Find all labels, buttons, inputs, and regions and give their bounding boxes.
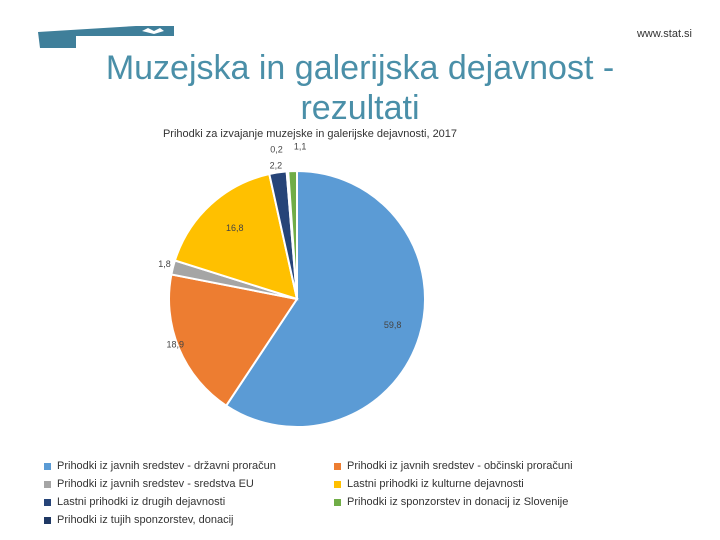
pie-data-label: 18,9 <box>166 339 184 349</box>
pie-data-label: 16,8 <box>226 223 244 233</box>
legend-label: Prihodki iz sponzorstev in donacij iz Sl… <box>347 496 569 508</box>
logo-band <box>38 26 174 48</box>
legend-item: Prihodki iz javnih sredstev - sredstva E… <box>44 478 254 490</box>
legend-label: Prihodki iz javnih sredstev - občinski p… <box>347 460 573 472</box>
legend-label: Lastni prihodki iz kulturne dejavnosti <box>347 478 524 490</box>
chart-title: Prihodki za izvajanje muzejske in galeri… <box>162 128 458 140</box>
legend-item: Prihodki iz javnih sredstev - državni pr… <box>44 460 276 472</box>
legend-swatch <box>44 498 51 506</box>
pie-slice <box>224 169 426 428</box>
legend-item: Lastni prihodki iz drugih dejavnosti <box>44 496 225 508</box>
pie-data-label: 1,8 <box>158 259 171 269</box>
legend-label: Prihodki iz tujih sponzorstev, donacij <box>57 514 234 526</box>
pie-slice <box>287 169 298 300</box>
pie-data-label: 59,8 <box>384 320 402 330</box>
page-title: Muzejska in galerijska dejavnost - rezul… <box>40 48 680 128</box>
legend-swatch <box>44 480 51 488</box>
page-title-line-2: rezultati <box>300 89 420 127</box>
legend-label: Prihodki iz javnih sredstev - sredstva E… <box>57 478 254 490</box>
legend-label: Lastni prihodki iz drugih dejavnosti <box>57 496 226 508</box>
pie-slice <box>168 273 299 408</box>
logo-bird-icon <box>142 28 164 34</box>
pie-slice <box>173 172 299 301</box>
legend-swatch <box>334 498 341 506</box>
legend-swatch <box>44 516 51 524</box>
legend-swatch <box>44 462 51 470</box>
logo-graphic <box>38 26 174 48</box>
legend-item: Prihodki iz javnih sredstev - občinski p… <box>334 460 573 472</box>
pie-data-label: 0,2 <box>270 145 283 155</box>
site-url[interactable]: www.stat.si <box>636 28 692 40</box>
legend-item: Prihodki iz sponzorstev in donacij iz Sl… <box>334 496 568 508</box>
legend-item: Lastni prihodki iz kulturne dejavnosti <box>334 478 524 490</box>
pie-data-label: 1,1 <box>294 142 307 152</box>
pie-data-label: 2,2 <box>270 160 283 170</box>
legend-swatch <box>334 480 341 488</box>
legend-swatch <box>334 462 341 470</box>
page-title-line-1: Muzejska in galerijska dejavnost - <box>105 49 615 87</box>
legend-label: Prihodki iz javnih sredstev - državni pr… <box>57 460 276 472</box>
legend-item: Prihodki iz tujih sponzorstev, donacij <box>44 514 234 526</box>
stat-logo <box>36 22 176 52</box>
